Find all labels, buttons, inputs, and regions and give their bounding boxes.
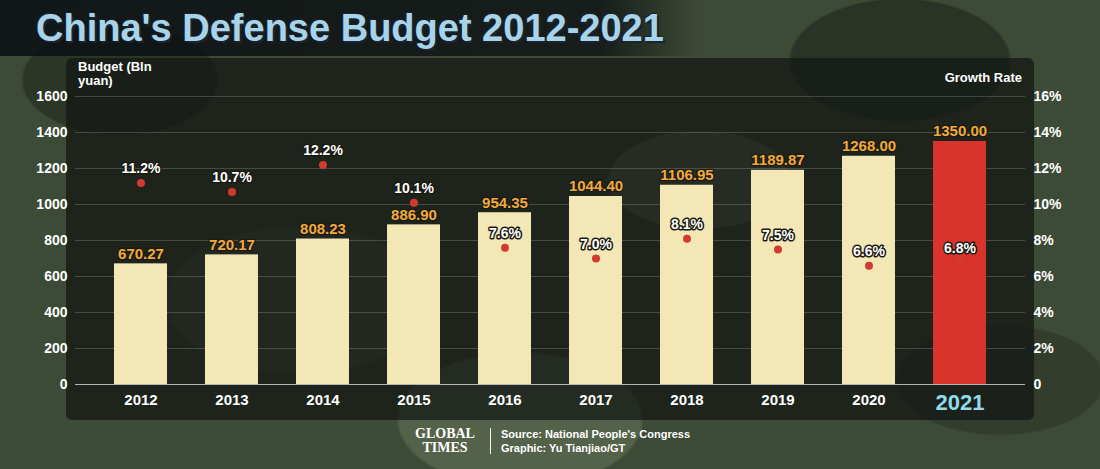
svg-text:10.1%: 10.1%	[394, 180, 434, 196]
svg-text:2013: 2013	[215, 391, 248, 408]
svg-text:8.1%: 8.1%	[671, 216, 703, 232]
svg-text:1200: 1200	[36, 160, 67, 176]
svg-text:2014: 2014	[306, 391, 340, 408]
html-text:TIMES: TIMES	[422, 440, 468, 455]
svg-text:10.7%: 10.7%	[212, 169, 252, 185]
svg-text:14%: 14%	[1034, 124, 1063, 140]
svg-text:200: 200	[44, 340, 68, 356]
svg-text:800: 800	[44, 232, 68, 248]
svg-text:2012: 2012	[124, 391, 157, 408]
html-text:China's Defense Budget 2012-20: China's Defense Budget 2012-2021	[36, 7, 664, 49]
svg-text:12.2%: 12.2%	[303, 142, 343, 158]
svg-text:1400: 1400	[36, 124, 67, 140]
svg-text:2016: 2016	[488, 391, 521, 408]
svg-text:10%: 10%	[1034, 196, 1063, 212]
svg-text:0: 0	[1034, 376, 1042, 392]
svg-text:400: 400	[44, 304, 68, 320]
svg-text:670.27: 670.27	[118, 245, 164, 262]
svg-text:954.35: 954.35	[482, 194, 528, 211]
svg-text:1044.40: 1044.40	[569, 177, 623, 194]
svg-text:720.17: 720.17	[209, 236, 255, 253]
svg-text:808.23: 808.23	[300, 220, 346, 237]
html-text:Graphic: Yu Tianjiao/GT: Graphic: Yu Tianjiao/GT	[501, 442, 626, 454]
svg-text:1350.00: 1350.00	[933, 122, 987, 139]
svg-text:0: 0	[60, 376, 68, 392]
svg-text:11.2%: 11.2%	[122, 160, 161, 176]
svg-text:2%: 2%	[1034, 340, 1055, 356]
svg-text:12%: 12%	[1034, 160, 1063, 176]
svg-text:1106.95: 1106.95	[660, 166, 713, 183]
svg-text:7.0%: 7.0%	[580, 236, 612, 252]
svg-text:1600: 1600	[36, 88, 67, 104]
svg-text:6%: 6%	[1034, 268, 1055, 284]
svg-text:2019: 2019	[761, 391, 794, 408]
svg-text:2018: 2018	[670, 391, 703, 408]
svg-text:6.8%: 6.8%	[944, 240, 976, 256]
svg-text:1189.87: 1189.87	[751, 151, 804, 168]
html-text:GLOBAL: GLOBAL	[415, 426, 475, 441]
html-text:Budget (Bln yuan): Budget (Bln yuan)	[78, 59, 152, 88]
svg-text:2020: 2020	[852, 391, 885, 408]
svg-text:16%: 16%	[1034, 88, 1063, 104]
svg-text:600: 600	[44, 268, 68, 284]
html-text:Growth Rate: Growth Rate	[944, 70, 1022, 85]
svg-text:4%: 4%	[1034, 304, 1055, 320]
svg-text:6.6%: 6.6%	[853, 243, 885, 259]
svg-text:1268.00: 1268.00	[842, 137, 896, 154]
html-text:Source: National People's Cong: Source: National People's Congress	[501, 428, 690, 440]
svg-text:886.90: 886.90	[391, 206, 437, 223]
svg-text:2021: 2021	[936, 390, 985, 415]
svg-text:8%: 8%	[1034, 232, 1055, 248]
svg-text:1000: 1000	[36, 196, 67, 212]
svg-text:2015: 2015	[397, 391, 430, 408]
svg-text:7.5%: 7.5%	[762, 227, 794, 243]
svg-text:7.6%: 7.6%	[489, 225, 521, 241]
svg-text:2017: 2017	[579, 391, 612, 408]
